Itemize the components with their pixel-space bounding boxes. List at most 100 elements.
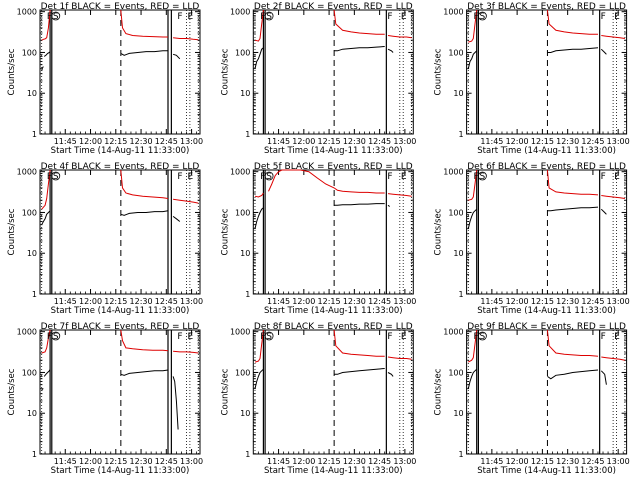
marker-label: S: [53, 172, 59, 182]
x-tick-label: 12:45: [368, 457, 391, 466]
marker-label: E: [401, 332, 407, 342]
x-tick-label: 12:30: [556, 457, 579, 466]
series-black-line: [387, 204, 390, 207]
saa-marker-icon: [51, 11, 61, 21]
x-tick-label: 12:45: [581, 137, 604, 146]
y-tick-label: 100: [235, 368, 250, 377]
chart-panel: Det 2f BLACK = Events, RED = LLD 1 10 100 10…: [220, 2, 416, 156]
chart-title: Det 9f BLACK = Events, RED = LLD: [467, 322, 626, 332]
series-red-line: [387, 356, 412, 360]
marker-label: F: [260, 12, 265, 22]
y-tick-label: 1: [459, 290, 464, 299]
x-tick-label: 13:00: [607, 137, 630, 146]
series-red-line: [41, 329, 51, 354]
x-tick-label: 12:45: [368, 137, 391, 146]
x-tick-label: 12:00: [292, 137, 315, 146]
series-black-line: [41, 388, 44, 392]
marker-label: E: [188, 332, 194, 342]
x-tick-label: 11:45: [267, 457, 290, 466]
y-tick-label: 1: [245, 290, 250, 299]
series-red-line: [601, 35, 625, 39]
plot-frame: [252, 329, 414, 455]
chart-panel: Det 8f BLACK = Events, RED = LLD 1 10 100 10…: [220, 322, 416, 476]
series-red-line: [254, 329, 264, 363]
series-black-line: [43, 51, 51, 57]
series-red-line: [120, 169, 169, 199]
saa-marker-icon: [264, 11, 274, 21]
y-tick-label: 1000: [443, 8, 463, 17]
x-tick-label: 12:00: [292, 457, 315, 466]
y-tick-label: 10: [453, 89, 463, 98]
series-black-line: [467, 368, 478, 389]
saa-marker-icon: [51, 331, 61, 341]
y-axis-label: Counts/sec: [7, 208, 17, 255]
x-tick-label: 12:00: [79, 137, 102, 146]
y-tick-label: 10: [453, 409, 463, 418]
series-red-line: [254, 9, 264, 42]
chart-title: Det 8f BLACK = Events, RED = LLD: [254, 322, 413, 332]
series-black-line: [600, 208, 607, 215]
series-red-line: [333, 187, 385, 194]
y-axis-label: Counts/sec: [220, 368, 230, 415]
x-tick-label: 11:45: [480, 297, 503, 306]
x-tick-label: 13:00: [393, 297, 416, 306]
x-axis-label: Start Time (14-Aug-11 11:33:00): [264, 146, 403, 156]
y-tick-label: 1: [459, 130, 464, 139]
y-axis-label: Counts/sec: [7, 48, 17, 95]
y-axis-label: Counts/sec: [434, 48, 444, 95]
x-axis-label: Start Time (14-Aug-11 11:33:00): [264, 306, 403, 316]
chart-title: Det 5f BLACK = Events, RED = LLD: [254, 162, 413, 172]
x-tick-label: 12:15: [531, 137, 554, 146]
y-tick-label: 1: [32, 450, 37, 459]
series-red-line: [387, 193, 412, 197]
x-tick-label: 12:45: [581, 457, 604, 466]
y-tick-label: 10: [27, 89, 37, 98]
marker-label: F: [473, 172, 478, 182]
x-tick-label: 13:00: [180, 297, 203, 306]
marker-label: F: [387, 12, 392, 22]
x-tick-label: 11:45: [480, 137, 503, 146]
plot-frame: [39, 9, 201, 135]
marker-label: F: [47, 12, 52, 22]
chart-title: Det 1f BLACK = Events, RED = LLD: [41, 2, 200, 12]
x-tick-label: 13:00: [180, 137, 203, 146]
y-tick-label: 10: [240, 249, 250, 258]
plot-frame: [39, 169, 201, 295]
series-red-line: [546, 169, 599, 196]
series-black-line: [387, 372, 394, 377]
series-red-line: [387, 35, 412, 39]
plot-frame: [466, 9, 628, 135]
series-red-line: [601, 195, 625, 199]
x-tick-label: 12:00: [292, 297, 315, 306]
y-tick-label: 1000: [230, 8, 250, 17]
marker-label: E: [614, 332, 620, 342]
x-tick-label: 12:00: [506, 297, 529, 306]
y-tick-label: 10: [27, 409, 37, 418]
series-black-line: [254, 368, 264, 389]
series-black-line: [547, 47, 599, 53]
x-tick-label: 12:30: [343, 137, 366, 146]
series-red-line: [468, 9, 478, 43]
series-red-line: [41, 9, 51, 41]
series-red-line: [173, 37, 199, 41]
x-tick-label: 11:45: [54, 137, 77, 146]
x-tick-label: 12:30: [556, 297, 579, 306]
marker-label: S: [266, 12, 272, 22]
chart-title: Det 3f BLACK = Events, RED = LLD: [467, 2, 626, 12]
y-tick-label: 100: [448, 48, 463, 57]
x-tick-label: 12:30: [343, 457, 366, 466]
y-tick-label: 100: [448, 368, 463, 377]
marker-label: E: [188, 172, 194, 182]
chart-panel: Det 3f BLACK = Events, RED = LLD 1 10 100 10…: [434, 2, 630, 156]
chart-panel: Det 4f BLACK = Events, RED = LLD 1 10 100 10…: [7, 162, 203, 316]
x-tick-label: 11:45: [267, 137, 290, 146]
x-tick-label: 12:45: [155, 457, 178, 466]
x-tick-label: 12:30: [130, 137, 153, 146]
series-red-line: [120, 329, 169, 352]
y-axis-label: Counts/sec: [220, 208, 230, 255]
x-axis-label: Start Time (14-Aug-11 11:33:00): [51, 466, 190, 476]
chart-panel: Det 9f BLACK = Events, RED = LLD 1 10 100 10…: [434, 322, 630, 476]
x-tick-label: 11:45: [480, 457, 503, 466]
x-tick-label: 11:45: [54, 297, 77, 306]
